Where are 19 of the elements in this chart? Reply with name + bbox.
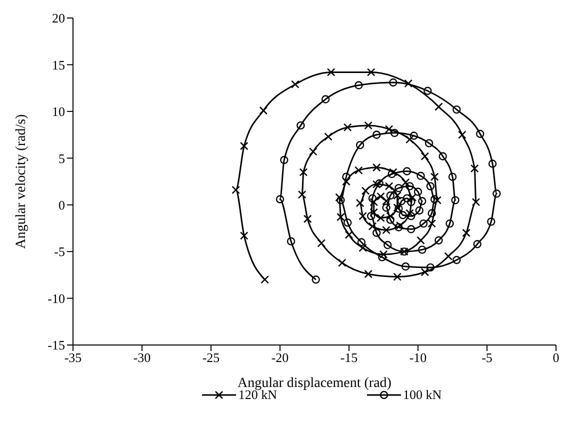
y-tick-label: -10	[48, 290, 65, 306]
x-tick-label: -5	[482, 350, 492, 366]
y-tick-label: 20	[52, 10, 65, 26]
x-axis-title: Angular displacement (rad)	[238, 376, 392, 391]
y-tick-label: 10	[52, 104, 65, 120]
x-tick-label: -25	[202, 350, 220, 366]
y-tick-label: -15	[48, 338, 65, 353]
x-tick-label: 0	[552, 350, 560, 366]
y-tick-label: -5	[54, 244, 65, 260]
y-tick-label: 0	[58, 197, 65, 212]
x-tick-label: -35	[64, 350, 82, 366]
x-tick-label: -10	[409, 350, 427, 366]
x-tick-label: -15	[340, 350, 358, 366]
y-tick-label: 5	[58, 150, 65, 166]
y-axis-title: Angular velocity (rad/s)	[14, 114, 29, 249]
x-tick-label: -30	[133, 350, 151, 366]
x-tick-label: -20	[271, 350, 289, 366]
y-tick-label: 15	[52, 57, 65, 72]
legend-label: 100 kN	[403, 387, 442, 402]
